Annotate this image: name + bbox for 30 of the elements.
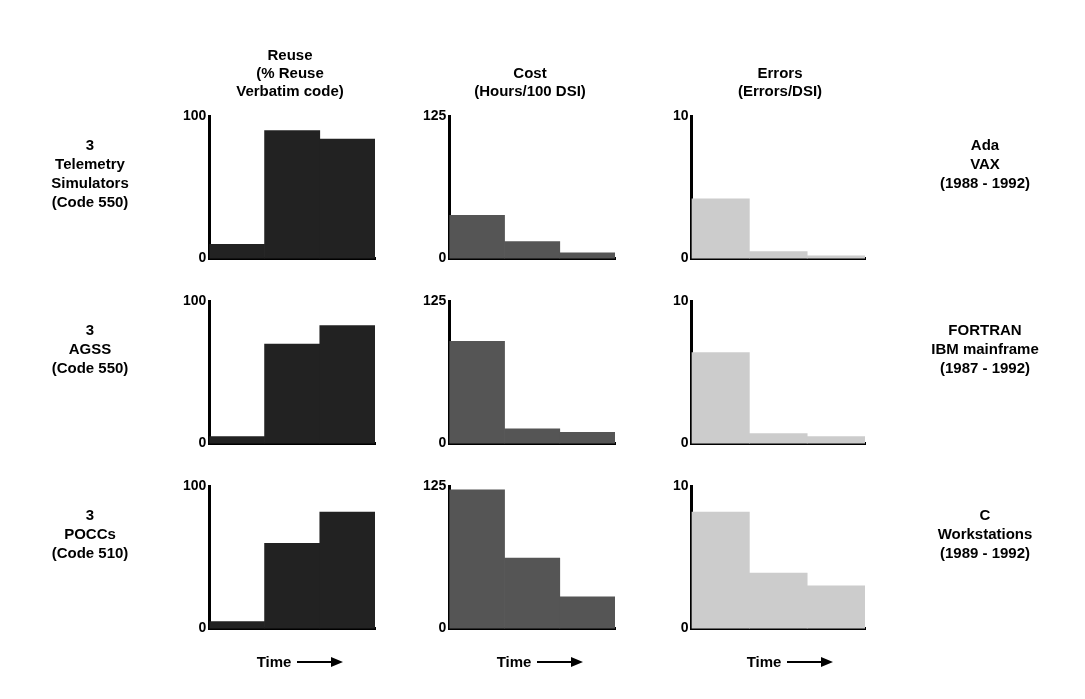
y-tick-label: 125 xyxy=(423,477,447,494)
x-axis-title: Time xyxy=(496,653,532,670)
y-tick-label: 0 xyxy=(680,249,689,266)
y-tick-label: 100 xyxy=(183,292,207,309)
y-tick-label: 0 xyxy=(680,434,689,451)
y-tick-label: 0 xyxy=(198,249,207,266)
chart-title: Cost (Hours/100 DSI) xyxy=(473,63,587,100)
y-tick-label: 0 xyxy=(438,249,447,266)
text: FORTRAN IBM mainframe (1987 - 1992) xyxy=(930,320,1040,377)
y-tick-label: 10 xyxy=(672,292,689,309)
text: 3 Telemetry Simulators (Code 550) xyxy=(50,135,130,211)
text: Ada VAX (1988 - 1992) xyxy=(938,135,1032,192)
x-axis-title: Time xyxy=(256,653,292,670)
text: 3 AGSS (Code 550) xyxy=(50,320,130,377)
y-tick-label: 10 xyxy=(672,477,689,494)
y-tick-label: 0 xyxy=(198,619,207,636)
chart-title: Reuse (% Reuse Verbatim code) xyxy=(235,45,345,100)
y-tick-label: 100 xyxy=(183,477,207,494)
chart-title: Errors (Errors/DSI) xyxy=(736,63,824,100)
y-tick-label: 10 xyxy=(672,107,689,124)
x-axis-title: Time xyxy=(746,653,782,670)
y-tick-label: 125 xyxy=(423,107,447,124)
y-tick-label: 0 xyxy=(438,434,447,451)
text: C Workstations (1989 - 1992) xyxy=(936,505,1034,562)
text: 3 POCCs (Code 510) xyxy=(50,505,130,562)
y-tick-label: 0 xyxy=(198,434,207,451)
y-tick-label: 0 xyxy=(680,619,689,636)
y-tick-label: 0 xyxy=(438,619,447,636)
y-tick-label: 100 xyxy=(183,107,207,124)
y-tick-label: 125 xyxy=(423,292,447,309)
